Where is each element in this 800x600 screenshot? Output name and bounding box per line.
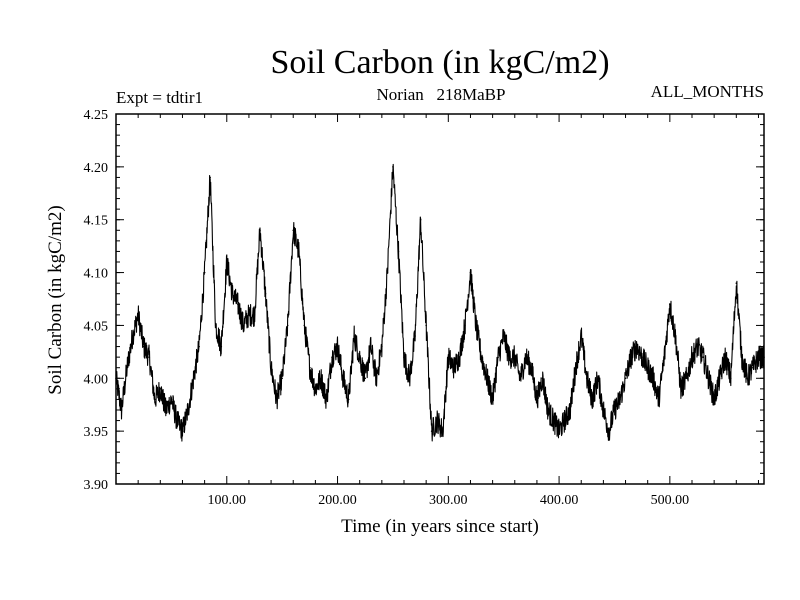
x-axis-label: Time (in years since start) [341, 516, 539, 537]
chart-subtitle: Norian 218MaBP [377, 85, 506, 104]
x-tick-label: 400.00 [540, 493, 579, 508]
plot-area: 3.90 3.95 4.00 4.05 4.10 4.15 4.20 4.25 100.00 20… [84, 108, 765, 508]
y-tick-label: 4.10 [84, 267, 109, 282]
y-axis-label: Soil Carbon (in kgC/m2) [45, 205, 66, 394]
y-tick-label: 3.90 [84, 478, 109, 493]
experiment-label: Expt = tdtir1 [116, 88, 203, 107]
x-tick-label: 200.00 [318, 493, 357, 508]
x-tick-label: 100.00 [208, 493, 247, 508]
months-label: ALL_MONTHS [651, 82, 764, 101]
data-series [115, 163, 765, 442]
y-tick-label: 4.05 [84, 319, 109, 334]
chart-title: Soil Carbon (in kgC/m2) [270, 44, 609, 81]
y-tick-label: 4.15 [84, 214, 109, 229]
y-tick-label: 4.00 [84, 372, 109, 387]
y-tick-label: 4.20 [84, 161, 109, 176]
x-tick-label: 300.00 [429, 493, 468, 508]
plot-frame [115, 113, 765, 485]
series-line [115, 163, 765, 442]
y-tick-label: 3.95 [84, 425, 109, 440]
y-tick-label: 4.25 [84, 108, 109, 123]
x-tick-label: 500.00 [651, 493, 690, 508]
